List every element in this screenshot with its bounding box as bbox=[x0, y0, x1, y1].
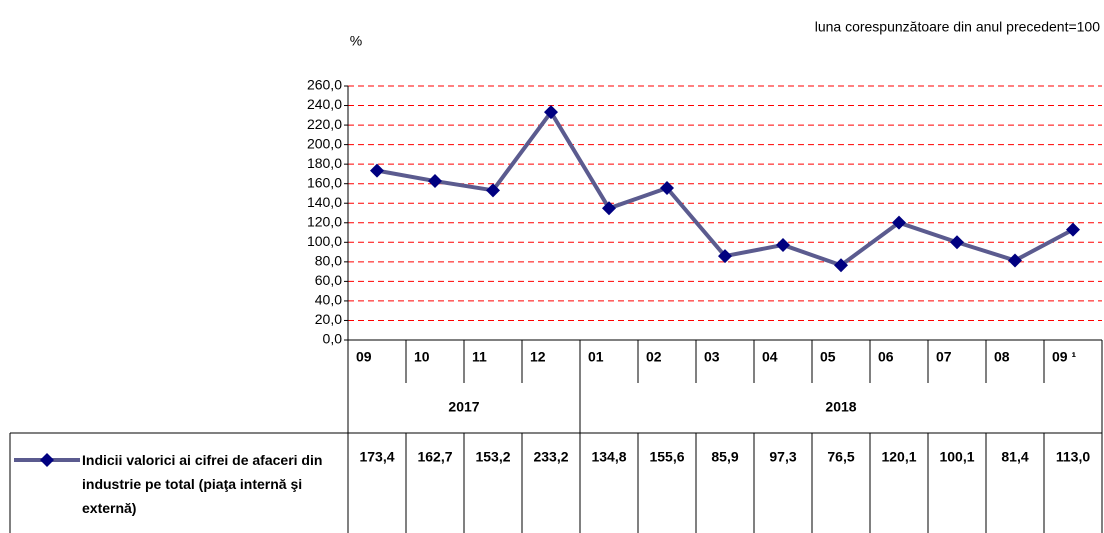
x-tick-label: 07 bbox=[936, 349, 952, 365]
y-tick-label: 40,0 bbox=[315, 292, 342, 308]
value-label: 76,5 bbox=[827, 449, 854, 465]
marker bbox=[776, 237, 790, 252]
value-label: 100,1 bbox=[939, 449, 974, 465]
y-tick-label: 100,0 bbox=[307, 233, 342, 249]
value-label: 155,6 bbox=[649, 449, 684, 465]
note: luna corespunzătoare din anul precedent=… bbox=[815, 19, 1100, 35]
value-label: 162,7 bbox=[417, 449, 452, 465]
y-tick-label: 140,0 bbox=[307, 194, 342, 210]
marker bbox=[486, 183, 500, 198]
value-label: 81,4 bbox=[1001, 449, 1028, 465]
marker bbox=[1008, 253, 1022, 268]
y-tick-label: 180,0 bbox=[307, 155, 342, 171]
legend-label: Indicii valorici ai cifrei de afaceri di… bbox=[82, 452, 323, 516]
x-tick-label: 03 bbox=[704, 349, 720, 365]
legend-marker bbox=[40, 453, 54, 467]
y-tick-label: 80,0 bbox=[315, 253, 342, 269]
marker bbox=[660, 180, 674, 195]
y-tick-label: 120,0 bbox=[307, 213, 342, 229]
marker bbox=[602, 201, 616, 216]
value-label: 97,3 bbox=[769, 449, 796, 465]
y-tick-label: 240,0 bbox=[307, 96, 342, 112]
x-tick-label: 02 bbox=[646, 349, 662, 365]
x-tick-label: 04 bbox=[762, 349, 778, 365]
x-tick-label: 01 bbox=[588, 349, 604, 365]
y-tick-label: 220,0 bbox=[307, 116, 342, 132]
y-tick-label: 160,0 bbox=[307, 174, 342, 190]
value-label: 120,1 bbox=[881, 449, 916, 465]
year-label: 2017 bbox=[448, 399, 479, 415]
marker bbox=[892, 215, 906, 230]
y-tick-label: 60,0 bbox=[315, 272, 342, 288]
marker bbox=[950, 235, 964, 250]
x-tick-label: 09 ¹ bbox=[1052, 349, 1076, 365]
marker bbox=[718, 249, 732, 264]
x-tick-label: 08 bbox=[994, 349, 1010, 365]
value-label: 153,2 bbox=[475, 449, 510, 465]
marker bbox=[834, 258, 848, 273]
marker bbox=[428, 174, 442, 189]
x-tick-label: 09 bbox=[356, 349, 372, 365]
y-tick-label: 20,0 bbox=[315, 311, 342, 327]
year-label: 2018 bbox=[825, 399, 856, 415]
x-tick-label: 11 bbox=[472, 349, 487, 365]
marker bbox=[544, 105, 558, 120]
marker bbox=[1066, 222, 1080, 237]
value-label: 134,8 bbox=[591, 449, 626, 465]
value-label: 113,0 bbox=[1056, 449, 1090, 465]
y-tick-label: 200,0 bbox=[307, 135, 342, 151]
marker bbox=[370, 163, 384, 178]
y-axis-label: % bbox=[350, 33, 362, 49]
x-tick-label: 05 bbox=[820, 349, 836, 365]
value-label: 173,4 bbox=[359, 449, 394, 465]
x-tick-label: 12 bbox=[530, 349, 546, 365]
value-label: 233,2 bbox=[533, 449, 568, 465]
value-label: 85,9 bbox=[711, 449, 738, 465]
y-tick-label: 0,0 bbox=[323, 331, 343, 347]
y-tick-label: 260,0 bbox=[307, 77, 342, 93]
x-tick-label: 10 bbox=[414, 349, 430, 365]
x-tick-label: 06 bbox=[878, 349, 894, 365]
